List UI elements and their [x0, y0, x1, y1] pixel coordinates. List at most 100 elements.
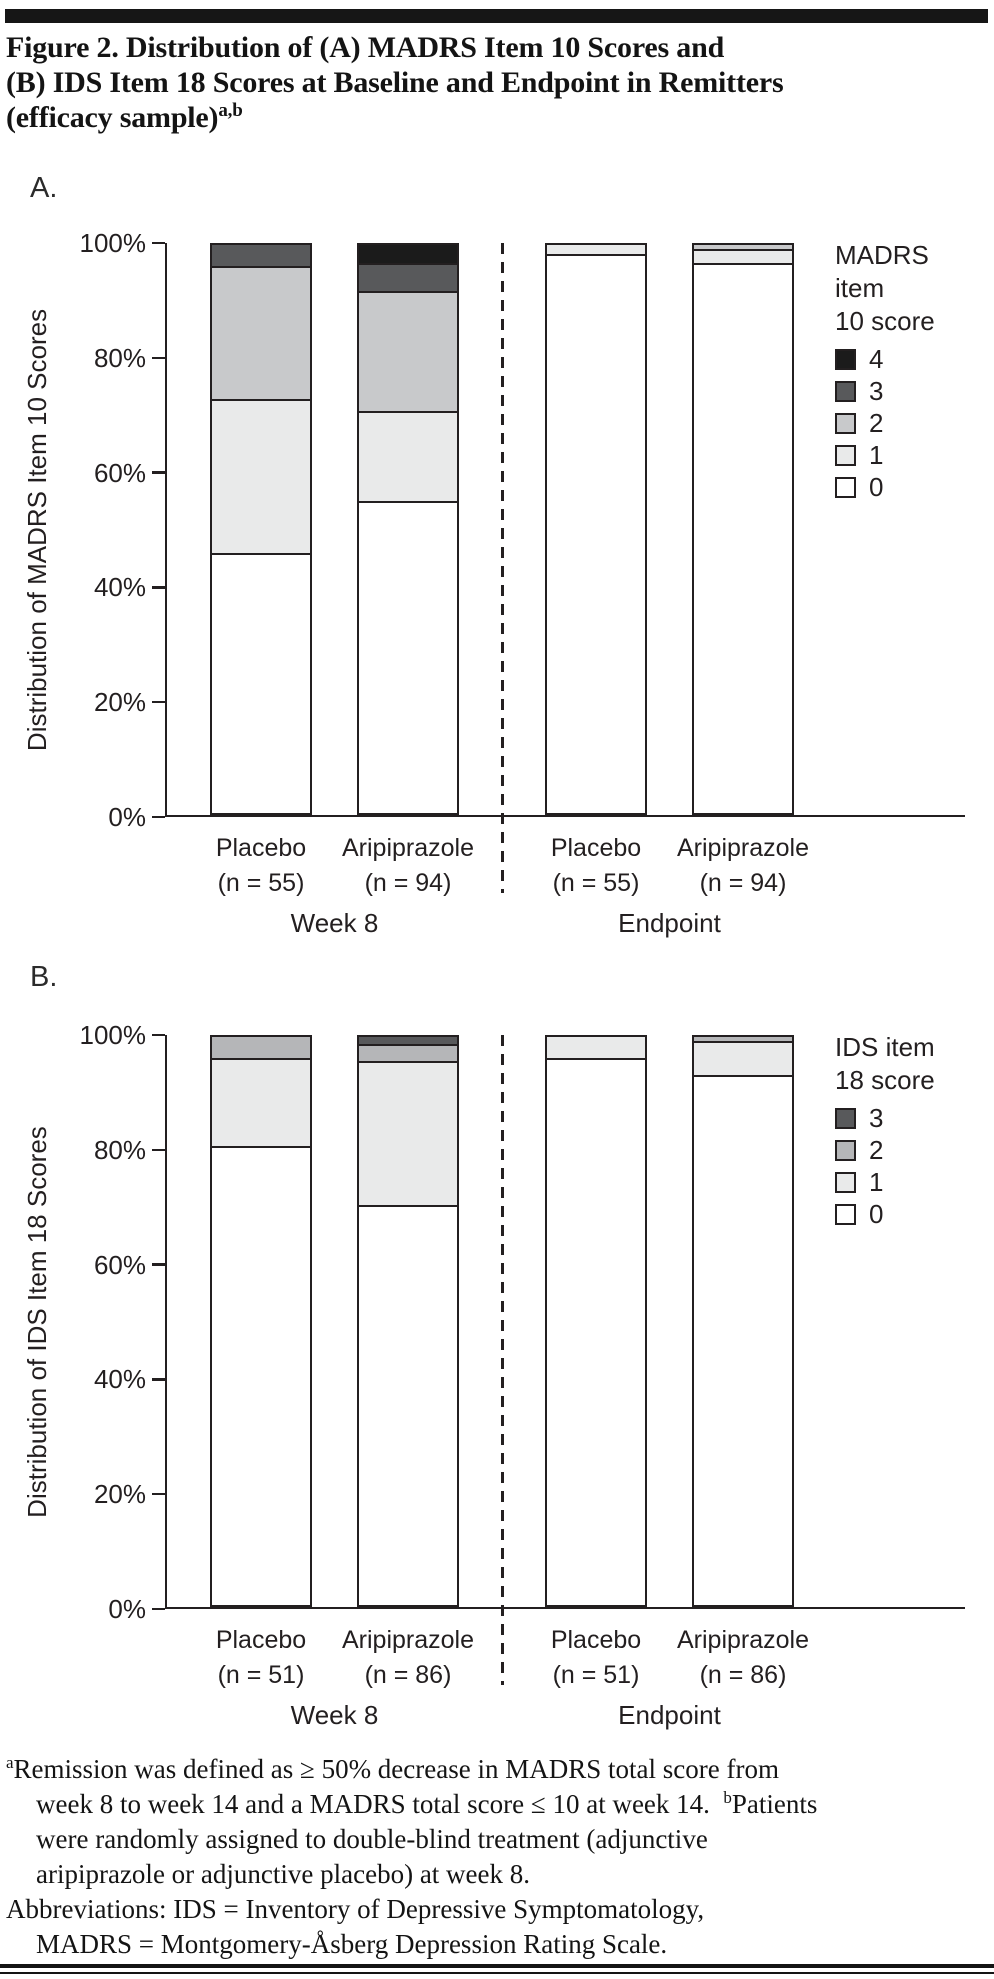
legend-entry-label: 2 — [869, 1134, 884, 1165]
stacked-bar — [357, 243, 459, 815]
y-axis-tick — [152, 1263, 165, 1266]
bar-segment-score-1 — [547, 1037, 645, 1060]
legend-entry: 1 — [835, 439, 965, 471]
week8-endpoint-divider-dashed-line — [501, 1035, 504, 1685]
y-axis-tick-label: 40% — [93, 572, 146, 603]
sample-size-label: (n = 86) — [364, 1661, 452, 1689]
y-axis-tick-label: 0% — [108, 802, 146, 832]
y-axis-tick — [152, 1378, 165, 1381]
treatment-label: Placebo — [550, 1626, 642, 1654]
legend-swatch-score-2 — [835, 1139, 856, 1161]
stacked-bar — [545, 1035, 647, 1607]
footnote-text: week 8 to week 14 and a MADRS total scor… — [36, 1789, 724, 1819]
footnote-text: aripiprazole or adjunctive placebo) at w… — [36, 1859, 531, 1889]
stacked-bar — [357, 1035, 459, 1607]
legend-swatch-score-1 — [835, 1171, 856, 1193]
panel-a: A. Distribution of MADRS Item 10 Scores … — [0, 172, 994, 945]
legend-entry: 4 — [835, 343, 965, 375]
bar-segment-score-3 — [212, 245, 310, 268]
legend-swatch-score-0 — [835, 1203, 856, 1225]
y-axis-tick-label: 0% — [108, 1594, 146, 1624]
legend-entry: 2 — [835, 1134, 935, 1166]
timepoint-label: Week 8 — [290, 1700, 379, 1730]
week8-endpoint-divider-dashed-line — [501, 243, 504, 893]
sample-size-label: (n = 55) — [217, 869, 305, 897]
legend-entry: 3 — [835, 375, 965, 407]
bar-segment-score-0 — [212, 1147, 310, 1605]
treatment-label: Aripiprazole — [341, 834, 474, 862]
legend-entry: 1 — [835, 1166, 935, 1198]
legend-entry-label: 1 — [869, 439, 884, 470]
panel-b: B. Distribution of IDS Item 18 Scores 10… — [0, 945, 994, 1755]
bar-category-label: Placebo (n = 55) — [516, 831, 676, 901]
y-axis-tick-label: 20% — [93, 1479, 146, 1510]
sample-size-label: (n = 55) — [552, 869, 640, 897]
figure-title-text: (efficacy sample) — [6, 101, 219, 134]
bar-segment-score-2 — [212, 1037, 310, 1060]
legend-title-line: MADRS item — [835, 240, 929, 303]
footnote-text: were randomly assigned to double-blind t… — [36, 1824, 708, 1854]
legend-swatch-score-4 — [835, 348, 856, 370]
treatment-label: Aripiprazole — [676, 834, 809, 862]
treatment-label: Aripiprazole — [676, 1626, 809, 1654]
legend-title-line: 10 score — [835, 306, 935, 336]
bar-segment-score-4 — [359, 245, 457, 265]
footnote-superscript: a — [6, 1753, 14, 1772]
bar-segment-score-2 — [694, 1037, 792, 1043]
footnote-line: aRemission was defined as ≥ 50% decrease… — [6, 1752, 992, 1787]
bar-segment-score-0 — [359, 1207, 457, 1605]
y-axis-tick — [152, 586, 165, 589]
bar-segment-score-2 — [212, 267, 310, 402]
bar-category-label: Placebo (n = 51) — [516, 1623, 676, 1693]
stacked-bar — [210, 243, 312, 815]
y-axis-tick — [152, 1148, 165, 1152]
figure-title-superscript: a,b — [218, 100, 243, 121]
legend-title-line: IDS item — [835, 1032, 935, 1062]
bar-category-label: Placebo (n = 55) — [181, 831, 341, 901]
bar-segment-score-1 — [212, 1059, 310, 1148]
bar-segment-score-0 — [212, 554, 310, 813]
footnote-line: week 8 to week 14 and a MADRS total scor… — [6, 1787, 992, 1822]
timepoint-label: Week 8 — [290, 908, 379, 938]
bar-segment-score-0 — [547, 256, 645, 813]
bar-segment-score-3 — [359, 264, 457, 294]
footnote-superscript: b — [723, 1788, 732, 1807]
y-axis-tick-label: 60% — [93, 1249, 146, 1280]
timepoint-label: Endpoint — [618, 908, 721, 938]
legend-title-line: 18 score — [835, 1065, 935, 1095]
bar-category-label: Aripiprazole (n = 86) — [663, 1623, 823, 1693]
treatment-label: Placebo — [550, 834, 642, 862]
legend-swatch-score-3 — [835, 1107, 856, 1129]
treatment-label: Aripiprazole — [341, 1626, 474, 1654]
footnote-text: Patients — [731, 1789, 818, 1819]
legend-entry: 0 — [835, 471, 965, 503]
y-axis-tick-label: 100% — [79, 1020, 147, 1050]
timepoint-label: Endpoint — [618, 1700, 721, 1730]
bar-category-label: Aripiprazole (n = 86) — [328, 1623, 488, 1693]
bar-segment-score-1 — [694, 1042, 792, 1077]
panel-b-label: B. — [30, 961, 58, 993]
sample-size-label: (n = 51) — [552, 1661, 640, 1689]
y-axis-tick-label: 100% — [79, 228, 147, 258]
footnote-line: aripiprazole or adjunctive placebo) at w… — [6, 1857, 992, 1892]
y-axis-tick — [152, 1033, 165, 1037]
footnote-text: Remission was defined as ≥ 50% decrease … — [13, 1754, 779, 1784]
bar-segment-score-1 — [547, 245, 645, 257]
panel-a-y-axis-title: Distribution of MADRS Item 10 Scores — [22, 308, 52, 752]
bar-segment-score-1 — [694, 250, 792, 265]
stacked-bar — [692, 1035, 794, 1607]
legend-entry: 0 — [835, 1198, 935, 1230]
footnote-line: MADRS = Montgomery-Åsberg Depression Rat… — [6, 1927, 992, 1962]
legend-entry-label: 4 — [869, 343, 884, 374]
legend-swatch-score-1 — [835, 444, 856, 466]
bar-segment-score-2 — [694, 245, 792, 251]
panel-a-label: A. — [30, 172, 58, 204]
figure-title-line: Figure 2. Distribution of (A) MADRS Item… — [6, 30, 992, 65]
bar-segment-score-1 — [359, 1062, 457, 1208]
top-rule — [5, 9, 988, 23]
bar-category-label: Aripiprazole (n = 94) — [663, 831, 823, 901]
figure-title-line: (efficacy sample)a,b — [6, 100, 992, 135]
legend: IDS item 18 score 3 2 1 0 — [835, 1031, 935, 1230]
